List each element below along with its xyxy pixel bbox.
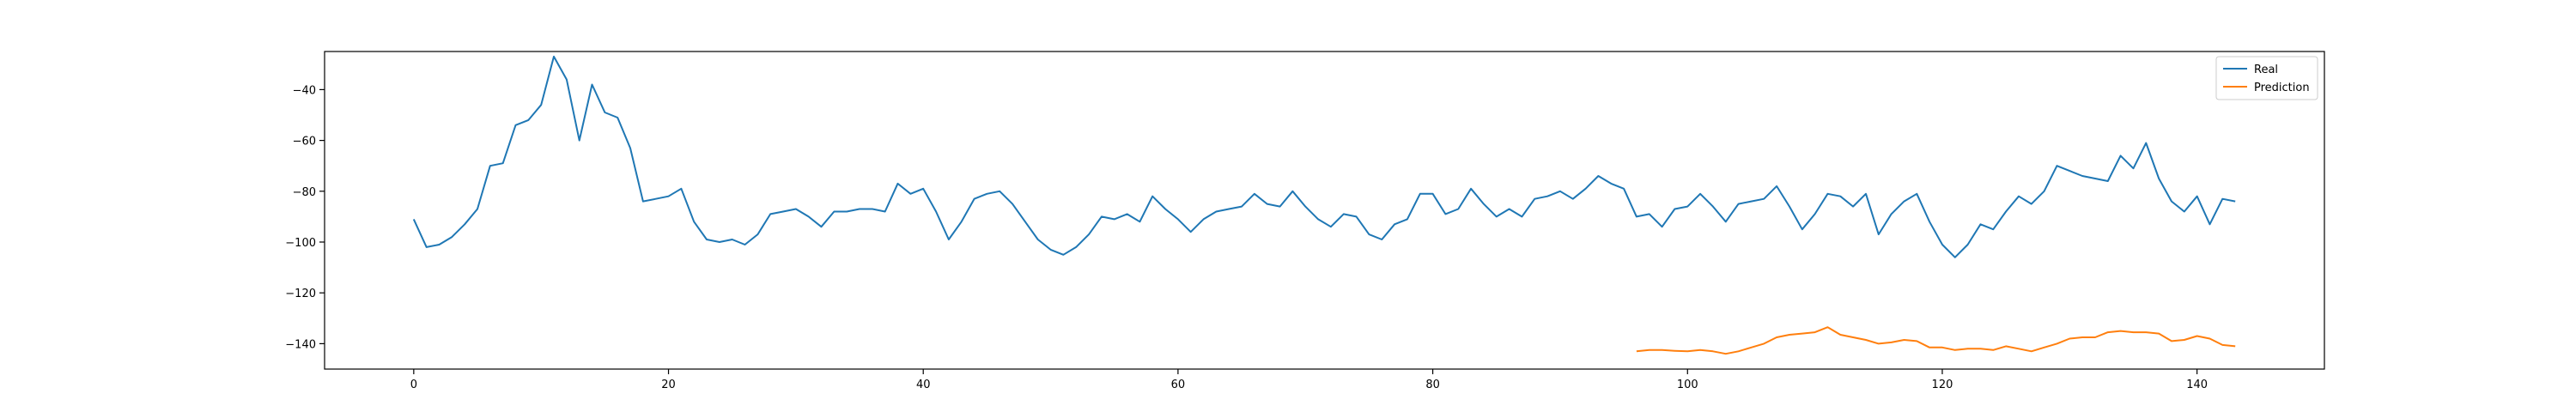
- plot-frame: [324, 51, 2325, 370]
- series-layer: [412, 55, 2236, 355]
- x-tick-label: 80: [1425, 379, 1440, 391]
- y-tick-label: −80: [293, 186, 316, 199]
- y-tick-label: −120: [285, 288, 316, 300]
- y-tick-label: −140: [285, 338, 316, 351]
- x-tick-label: 140: [2186, 379, 2208, 391]
- series-line-real: [412, 55, 2236, 258]
- legend-label-real: Real: [2254, 64, 2278, 76]
- x-tick-label: 60: [1171, 379, 1186, 391]
- legend-box: [2215, 56, 2318, 100]
- axes: 0 20 40 60 80 100 120 140 −140 −120 −100 −80 −60 −40: [285, 51, 2325, 391]
- x-tick-label: 120: [1932, 379, 1953, 391]
- x-tick-label: 20: [661, 379, 676, 391]
- legend-label-prediction: Prediction: [2254, 82, 2310, 94]
- y-tick-label: −100: [285, 237, 316, 250]
- x-tick-label: 40: [916, 379, 931, 391]
- x-tick-label: 100: [1677, 379, 1698, 391]
- y-tick-label: −60: [293, 136, 316, 148]
- x-tick-label: 0: [410, 379, 417, 391]
- series-line-prediction: [1636, 326, 2236, 355]
- legend: Real Prediction: [2215, 56, 2318, 100]
- y-tick-label: −40: [293, 84, 316, 97]
